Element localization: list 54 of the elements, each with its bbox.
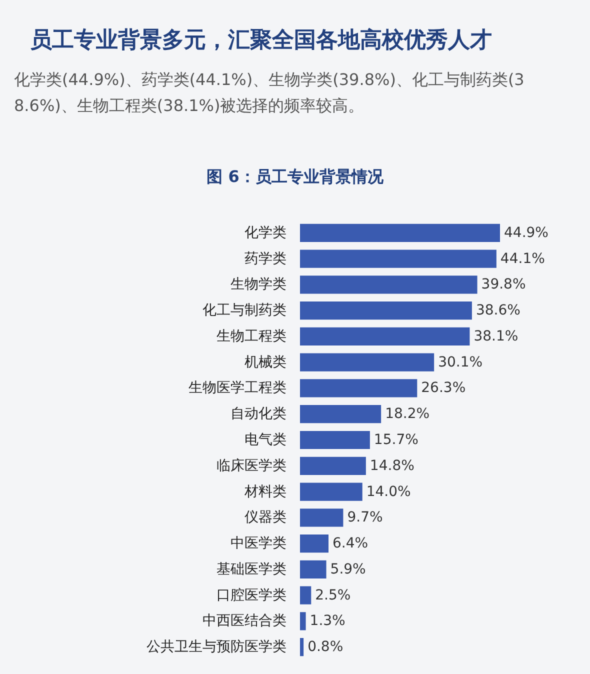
y-tick-label: 基础医学类 [216, 561, 286, 578]
y-tick-label: 临床医学类 [216, 458, 286, 474]
bar [300, 405, 382, 424]
bar [300, 430, 370, 450]
data-label: 15.7% [374, 432, 418, 448]
bar [300, 534, 329, 553]
y-tick-label: 中医学类 [230, 536, 286, 552]
y-tick-label: 仪器类 [244, 510, 286, 526]
data-label: 0.8% [308, 639, 344, 656]
y-tick-label: 口腔医学类 [216, 587, 286, 604]
bar [300, 456, 366, 475]
bar [300, 353, 434, 372]
data-label: 38.6% [476, 302, 520, 319]
bar [300, 508, 344, 527]
y-tick-label: 自动化类 [230, 406, 286, 422]
data-label: 39.8% [481, 276, 526, 293]
bar [300, 560, 326, 578]
data-label: 1.3% [310, 613, 346, 630]
y-tick-label: 药学类 [244, 250, 286, 267]
bar [300, 276, 478, 294]
bar [300, 327, 470, 346]
y-tick-label: 中西医结合类 [202, 613, 286, 630]
data-label: 2.5% [315, 587, 351, 604]
y-tick-label: 生物工程类 [216, 328, 286, 344]
y-tick-label: 生物医学工程类 [188, 380, 286, 396]
data-label: 6.4% [332, 536, 368, 552]
text: 员工专业背景多元，汇聚全国各地高校优秀人才 [30, 27, 492, 53]
y-tick-label: 生物学类 [230, 276, 286, 293]
bar [300, 482, 362, 501]
data-label: 44.1% [500, 250, 545, 267]
data-label: 26.3% [421, 380, 466, 396]
y-tick-label: 化学类 [244, 224, 286, 241]
y-tick-label: 材料类 [244, 484, 286, 500]
text: 化学类(44.9%)、药学类(44.1%)、生物学类(39.8%)、化工与制药类(38.6%)、生物工程类(38.1%)被选择的频率较高。 [14, 70, 524, 115]
y-tick-label: 机械类 [244, 354, 286, 370]
y-tick-label: 公共卫生与预防医学类 [146, 639, 286, 656]
bar [300, 302, 472, 320]
bar [300, 224, 500, 242]
bar [300, 379, 418, 398]
data-label: 38.1% [474, 328, 518, 344]
data-label: 18.2% [385, 406, 430, 422]
bar [300, 612, 306, 630]
bar [300, 250, 496, 268]
data-label: 9.7% [347, 510, 383, 526]
data-label: 5.9% [330, 561, 366, 578]
data-label: 30.1% [438, 354, 483, 370]
data-label: 44.9% [504, 224, 548, 241]
chart-title: 图 6：员工专业背景情况 [206, 167, 384, 186]
data-label: 14.0% [366, 484, 411, 500]
bar [300, 586, 312, 604]
y-tick-label: 化工与制药类 [202, 302, 286, 319]
y-tick-label: 电气类 [244, 432, 286, 448]
bar [300, 638, 304, 656]
data-label: 14.8% [370, 458, 414, 474]
